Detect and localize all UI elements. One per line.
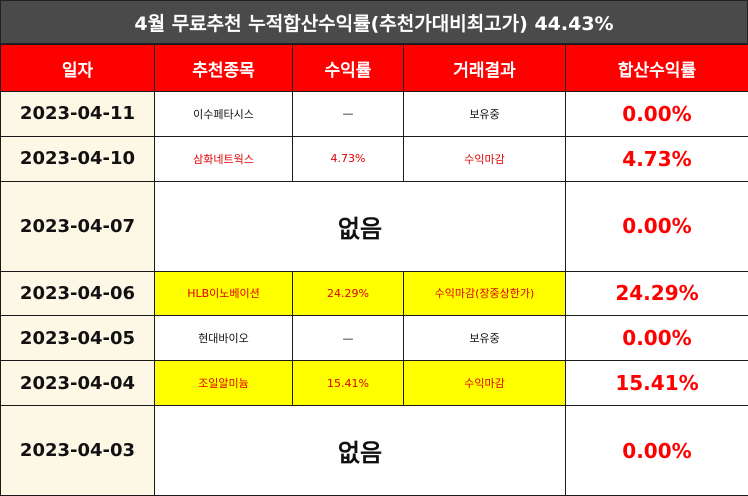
row-stock: 현대바이오 [154, 315, 293, 362]
row-result: 보유중 [403, 91, 566, 137]
row-date: 2023-04-04 [0, 360, 155, 407]
row-return: — [292, 315, 404, 362]
row-return: — [292, 91, 404, 137]
row-total-return: 0.00% [565, 180, 748, 272]
row-result: 수익마감 [403, 360, 566, 407]
table-row: 2023-04-06 HLB이노베이션 24.29% 수익마감(장중상한가) 2… [0, 270, 748, 317]
table-row: 2023-04-07 없음 0.00% [0, 180, 748, 272]
row-stock: 조일알미늄 [154, 360, 293, 407]
row-date: 2023-04-05 [0, 315, 155, 362]
header-date: 일자 [0, 44, 155, 92]
recommendation-table: 일자 추천종목 수익률 거래결과 합산수익률 2023-04-11 이수페타시스… [0, 44, 748, 496]
page-title: 4월 무료추천 누적합산수익률(추천가대비최고가) 44.43% [0, 0, 748, 44]
table-row: 2023-04-05 현대바이오 — 보유중 0.00% [0, 315, 748, 362]
header-return: 수익률 [292, 44, 404, 92]
row-stock: 삼화네트웍스 [154, 135, 293, 182]
row-date: 2023-04-10 [0, 135, 155, 182]
row-result: 수익마감 [403, 135, 566, 182]
row-date: 2023-04-07 [0, 180, 155, 272]
header-total-return: 합산수익률 [565, 44, 748, 92]
row-date: 2023-04-03 [0, 405, 155, 496]
table-row: 2023-04-11 이수페타시스 — 보유중 0.00% [0, 91, 748, 137]
table-row: 2023-04-03 없음 0.00% [0, 405, 748, 496]
row-total-return: 0.00% [565, 315, 748, 362]
row-total-return: 0.00% [565, 405, 748, 496]
row-result: 보유중 [403, 315, 566, 362]
no-recommendation: 없음 [154, 180, 566, 272]
table-header-row: 일자 추천종목 수익률 거래결과 합산수익률 [0, 44, 748, 92]
row-result: 수익마감(장중상한가) [403, 270, 566, 317]
row-stock: HLB이노베이션 [154, 270, 293, 317]
row-stock: 이수페타시스 [154, 91, 293, 137]
header-result: 거래결과 [403, 44, 566, 92]
row-return: 4.73% [292, 135, 404, 182]
header-stock: 추천종목 [154, 44, 293, 92]
table-row: 2023-04-04 조일알미늄 15.41% 수익마감 15.41% [0, 360, 748, 407]
no-recommendation: 없음 [154, 405, 566, 496]
row-total-return: 24.29% [565, 270, 748, 317]
row-date: 2023-04-06 [0, 270, 155, 317]
row-date: 2023-04-11 [0, 91, 155, 137]
row-total-return: 15.41% [565, 360, 748, 407]
row-total-return: 4.73% [565, 135, 748, 182]
table-row: 2023-04-10 삼화네트웍스 4.73% 수익마감 4.73% [0, 135, 748, 182]
row-return: 24.29% [292, 270, 404, 317]
row-return: 15.41% [292, 360, 404, 407]
row-total-return: 0.00% [565, 91, 748, 137]
